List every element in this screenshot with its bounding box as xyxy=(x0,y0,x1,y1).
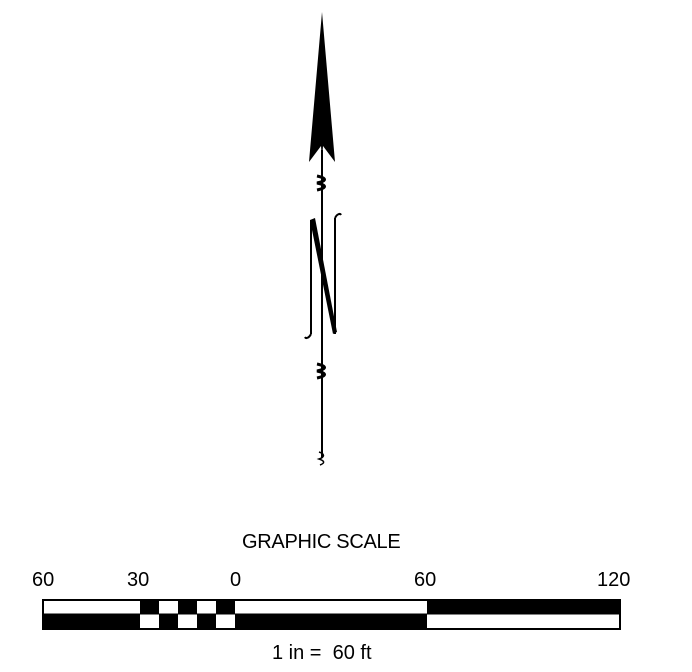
scale-seg-bottom-4 xyxy=(235,614,427,629)
scale-seg-bottom-3 xyxy=(197,614,216,629)
scale-seg-top-3 xyxy=(216,600,235,614)
north-arrow-head xyxy=(309,12,335,162)
scale-seg-top-2 xyxy=(178,600,197,614)
scale-seg-bottom-2 xyxy=(159,614,178,629)
scale-ratio: 1 in = 60 ft xyxy=(272,642,372,664)
scale-tick-label-60: 60 xyxy=(414,569,437,591)
north-arrow-icon: N xyxy=(304,12,342,466)
scale-seg-bottom-1 xyxy=(43,614,140,629)
shaft-tail xyxy=(316,451,325,466)
scale-seg-top-1 xyxy=(140,600,159,614)
scale-tick-label-0: 0 xyxy=(230,569,242,591)
north-letter-n xyxy=(304,213,342,339)
shaft-break-lower xyxy=(316,362,326,380)
shaft-break-upper xyxy=(316,174,326,192)
scale-tick-label-60-left: 60 xyxy=(32,569,55,591)
scale-seg-top-4 xyxy=(427,600,620,614)
scale-title: GRAPHIC SCALE xyxy=(242,531,401,553)
scale-tick-label-30: 30 xyxy=(127,569,150,591)
scale-tick-label-120: 120 xyxy=(597,569,631,591)
